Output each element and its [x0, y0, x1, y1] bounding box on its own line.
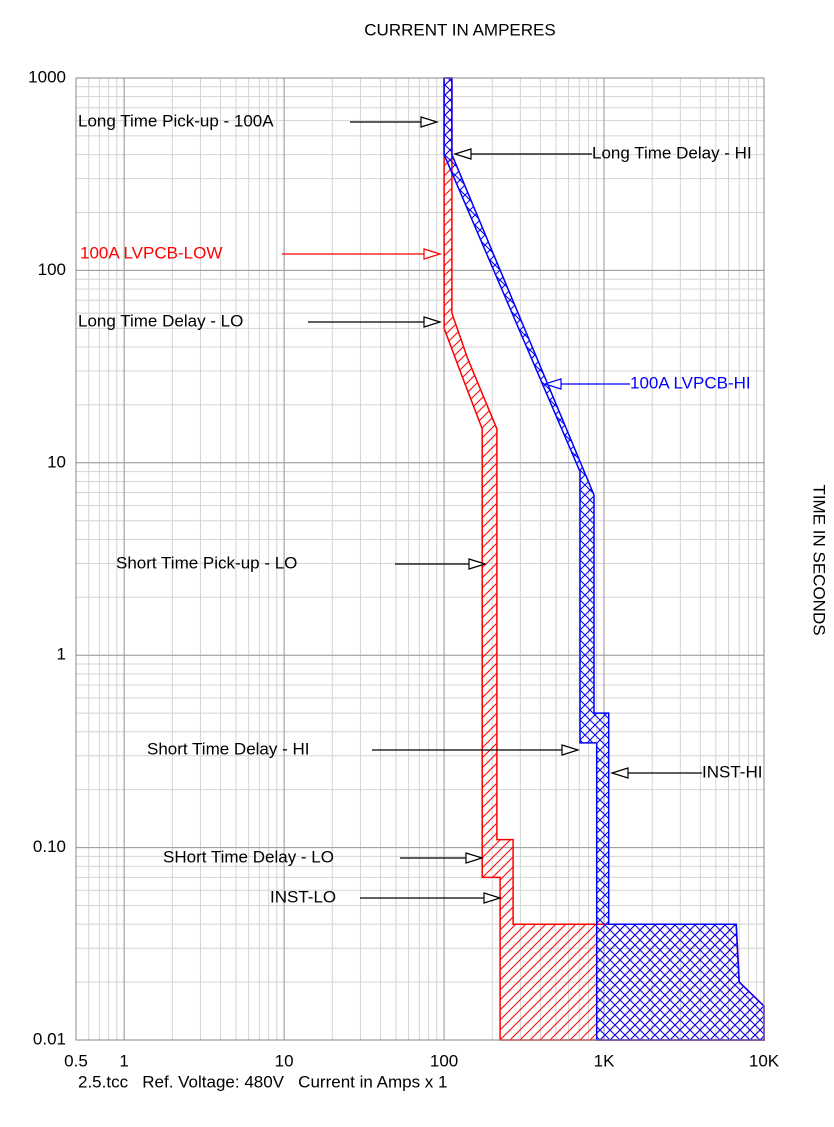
arrow-head: [465, 852, 485, 864]
x-tick-label: 10K: [749, 1051, 780, 1070]
arrow-head: [452, 148, 472, 160]
annotation: Long Time Delay - HI: [592, 143, 752, 162]
y-tick-label: 1000: [28, 67, 66, 86]
x-tick-label: 10: [275, 1051, 294, 1070]
y-tick-label: 0.01: [33, 1029, 66, 1048]
arrow-head: [561, 744, 581, 756]
annotation: Short Time Delay - HI: [147, 739, 310, 758]
annotation: SHort Time Delay - LO: [163, 847, 334, 866]
footer: 2.5.tcc Ref. Voltage: 480V Current in Am…: [78, 1072, 447, 1091]
annotation: INST-HI: [702, 762, 762, 781]
arrow-head: [423, 316, 443, 328]
y-tick-label: 1: [57, 645, 66, 664]
arrow-head: [468, 558, 488, 570]
annotation: Short Time Pick-up - LO: [116, 553, 297, 572]
x-tick-label: 1: [119, 1051, 128, 1070]
x-tick-label: 100: [430, 1051, 458, 1070]
y-axis-label: TIME IN SECONDS: [810, 484, 829, 635]
plot-frame: [75, 77, 765, 1041]
band: [443, 77, 765, 1041]
annotation: 100A LVPCB-HI: [630, 373, 751, 392]
y-tick-label: 0.10: [33, 837, 66, 856]
annotation: Long Time Delay - LO: [78, 311, 243, 330]
arrow-head: [609, 767, 629, 779]
arrow-head: [483, 892, 503, 904]
chart-title: CURRENT IN AMPERES: [364, 20, 555, 39]
x-tick-label: 0.5: [64, 1051, 88, 1070]
arrow-head: [542, 378, 562, 390]
x-tick-label: 1K: [594, 1051, 615, 1070]
y-tick-label: 10: [47, 452, 66, 471]
y-tick-label: 100: [38, 260, 66, 279]
annotation: INST-LO: [270, 887, 336, 906]
arrow-head: [423, 248, 443, 260]
annotation: Long Time Pick-up - 100A: [78, 111, 274, 130]
annotation: 100A LVPCB-LOW: [80, 243, 222, 262]
arrow-head: [420, 116, 440, 128]
